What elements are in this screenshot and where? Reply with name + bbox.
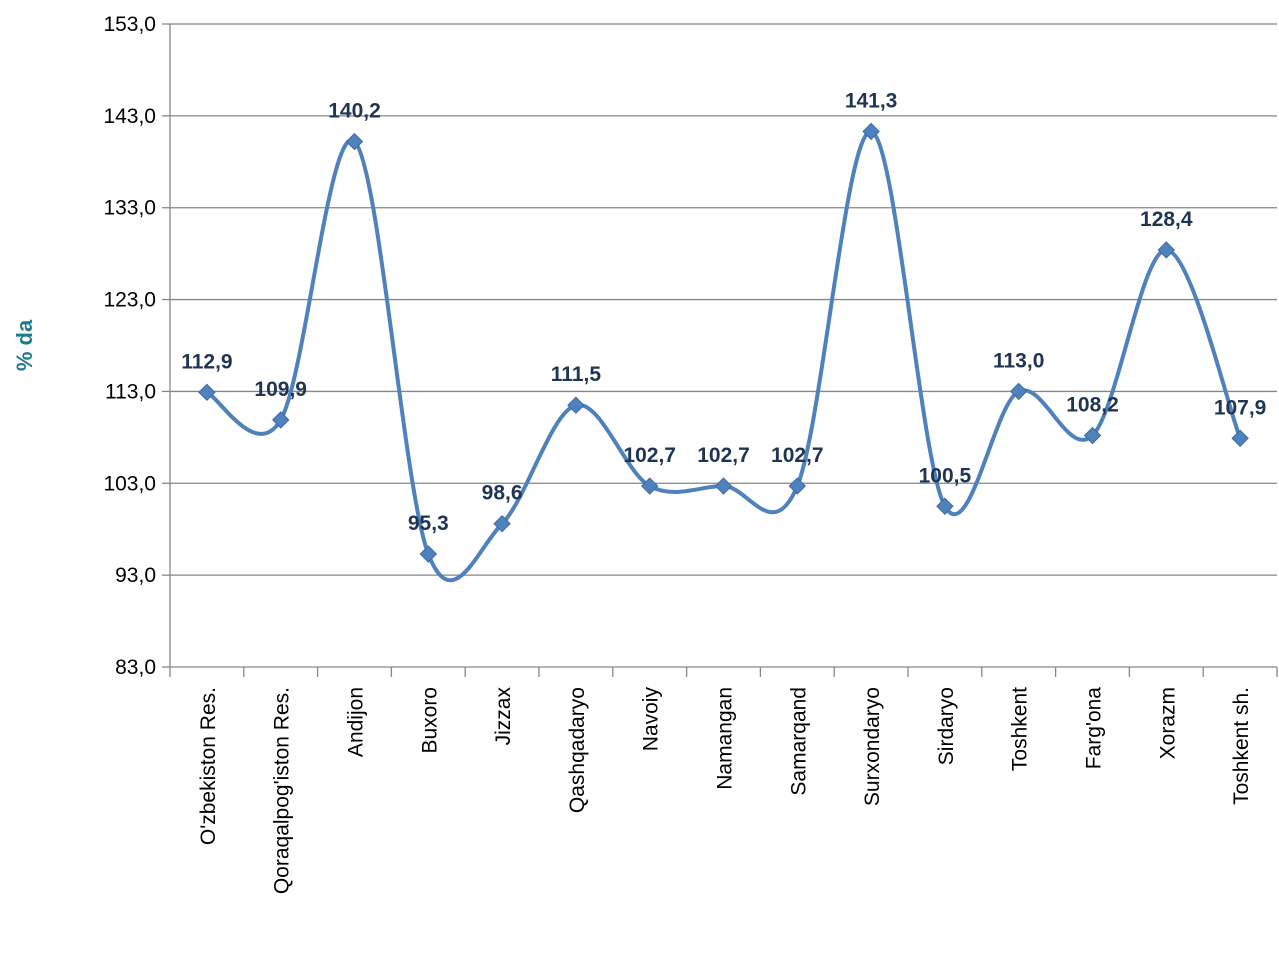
y-tick-label: 113,0 <box>105 380 156 403</box>
data-point <box>936 497 954 515</box>
x-tick-label: Qashqadaryo <box>566 687 589 813</box>
x-axis <box>169 24 1278 677</box>
y-tick-label: 153,0 <box>103 13 156 36</box>
data-point <box>493 514 511 533</box>
data-label: 100,5 <box>919 464 972 487</box>
data-markers <box>198 122 1249 563</box>
data-labels: 112,9 109,9 140,2 95,3 98,6 111,5 102,7 102,7 10… <box>181 89 1266 535</box>
data-label: 102,7 <box>771 444 824 467</box>
x-axis-ticks: O'zbekiston Res. Qoraqalpog'iston Res. And… <box>197 687 1253 895</box>
y-tick-label: 143,0 <box>103 105 156 128</box>
data-label: 109,9 <box>254 378 307 401</box>
data-point <box>862 122 880 141</box>
y-tick-label: 103,0 <box>103 472 156 495</box>
data-label: 102,7 <box>697 444 750 467</box>
data-label: 102,7 <box>623 444 676 467</box>
x-tick-label: Xorazm <box>1156 687 1179 759</box>
x-tick-label: Navoiy <box>640 687 663 752</box>
x-tick-label: O'zbekiston Res. <box>197 687 220 845</box>
data-point <box>1009 382 1028 401</box>
data-point <box>788 477 807 495</box>
data-label: 107,9 <box>1214 396 1267 419</box>
data-label: 113,0 <box>993 349 1044 372</box>
data-point <box>419 545 438 563</box>
x-tick-label: Farg'ona <box>1083 687 1106 770</box>
y-axis-ticks: 153,0 143,0 133,0 123,0 113,0 103,0 93,0 83,0 <box>103 13 156 679</box>
x-tick-label: Andijon <box>345 687 368 757</box>
y-tick-label: 93,0 <box>115 564 156 587</box>
data-point <box>271 411 290 429</box>
gridlines <box>162 23 1277 668</box>
data-point <box>1083 426 1102 445</box>
data-label: 111,5 <box>551 363 602 386</box>
data-label: 128,4 <box>1140 208 1193 231</box>
data-point <box>640 477 659 495</box>
data-point <box>345 132 364 151</box>
x-tick-label: Buxoro <box>418 687 441 754</box>
x-tick-label: Toshkent <box>1009 687 1032 771</box>
data-label: 98,6 <box>482 482 523 505</box>
data-label: 141,3 <box>845 89 898 112</box>
data-label: 112,9 <box>181 350 232 373</box>
y-tick-label: 123,0 <box>103 289 156 312</box>
x-tick-label: Surxondaryo <box>861 687 884 806</box>
data-point <box>567 396 585 414</box>
data-point <box>1157 241 1176 259</box>
x-tick-label: Namangan <box>714 687 737 790</box>
data-point <box>1231 429 1249 447</box>
data-label: 140,2 <box>328 100 381 123</box>
data-point <box>198 383 216 402</box>
x-tick-label: Sirdaryo <box>935 687 958 765</box>
x-tick-label: Toshkent sh. <box>1230 687 1253 805</box>
series-line <box>205 129 1242 583</box>
y-tick-label: 133,0 <box>103 197 156 220</box>
x-tick-label: Samarqand <box>787 687 810 796</box>
y-axis-label: % da <box>12 319 37 371</box>
data-label: 108,2 <box>1066 394 1119 417</box>
x-tick-label: Jizzax <box>492 687 515 746</box>
x-tick-label: Qoraqalpog'iston Res. <box>271 687 294 894</box>
y-tick-label: 83,0 <box>115 656 156 679</box>
data-label: 95,3 <box>408 512 449 535</box>
data-point <box>714 477 733 495</box>
